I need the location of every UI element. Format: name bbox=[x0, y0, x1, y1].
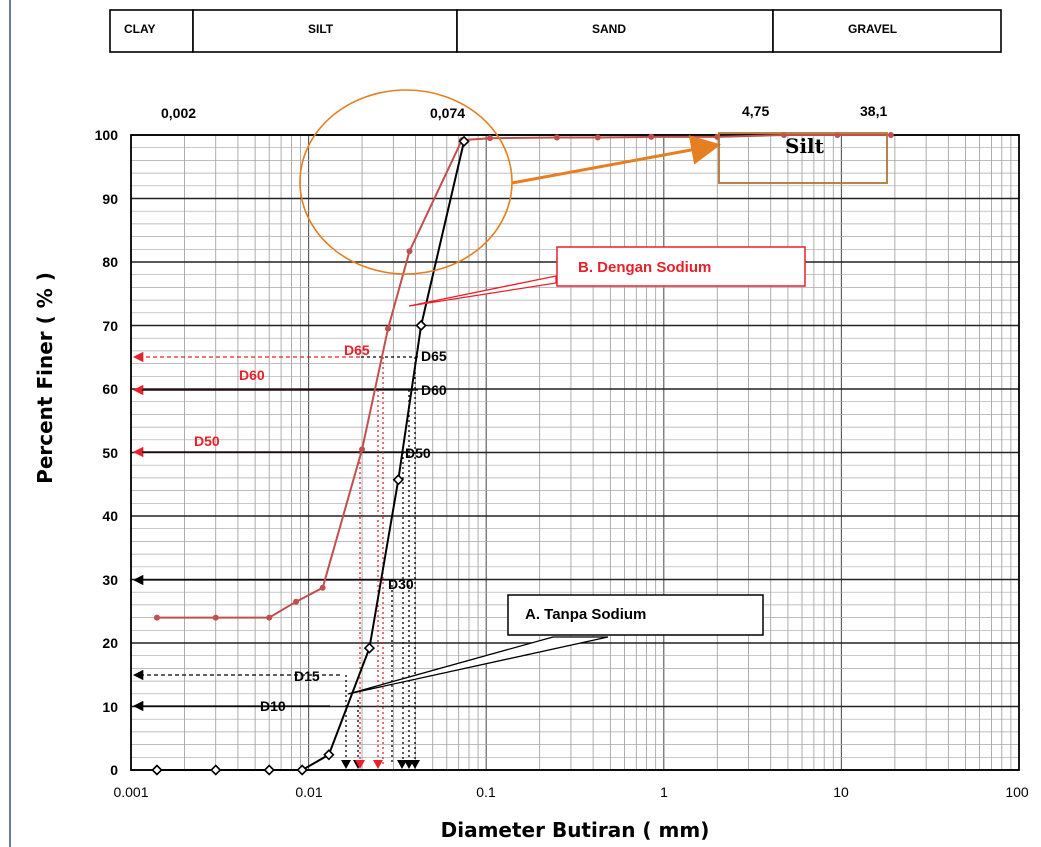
y-axis-title: Percent Finer ( % ) bbox=[33, 272, 57, 484]
x-tick-001: 0.01 bbox=[295, 784, 322, 800]
band-label-clay: CLAY bbox=[124, 22, 156, 36]
plot-frame bbox=[130, 134, 1020, 771]
marker-d65-black bbox=[410, 760, 420, 769]
y-tick-80: 80 bbox=[102, 254, 118, 270]
data-point-with-sodium bbox=[406, 248, 413, 255]
data-point-without-sodium bbox=[151, 764, 163, 776]
band-label-silt: SILT bbox=[308, 22, 334, 36]
x-tick-1: 1 bbox=[660, 784, 668, 800]
data-point-with-sodium bbox=[594, 134, 601, 141]
highlight-arrow bbox=[511, 135, 721, 185]
marker-d30-black bbox=[397, 760, 407, 769]
sieve-label-0074: 0,074 bbox=[430, 105, 465, 121]
y-tick-70: 70 bbox=[102, 318, 118, 334]
soil-band-header: CLAY SILT SAND GRAVEL bbox=[109, 9, 1002, 53]
data-point-without-sodium bbox=[415, 319, 427, 332]
x-tick-0001: 0.001 bbox=[113, 784, 148, 800]
y-tick-20: 20 bbox=[102, 635, 118, 651]
y-tick-10: 10 bbox=[102, 699, 118, 715]
sieve-label-0002: 0,002 bbox=[161, 105, 196, 121]
band-box-sand bbox=[456, 9, 774, 53]
label-red-d60: D60 bbox=[239, 367, 265, 383]
data-point-without-sodium bbox=[392, 474, 404, 486]
data-point-with-sodium bbox=[385, 325, 392, 332]
callout-with-sodium-box bbox=[556, 246, 806, 287]
x-tick-100: 100 bbox=[1005, 784, 1029, 800]
x-tick-10: 10 bbox=[833, 784, 849, 800]
data-point-without-sodium bbox=[296, 764, 308, 776]
band-label-sand: SAND bbox=[592, 22, 626, 36]
d-value-guides bbox=[132, 351, 420, 769]
data-point-without-sodium bbox=[263, 764, 275, 776]
data-point-with-sodium bbox=[553, 134, 560, 141]
band-box-silt bbox=[192, 9, 458, 53]
callout-with-sodium-pointer bbox=[408, 275, 557, 307]
sieve-labels: 0,002 0,074 4,75 38,1 bbox=[161, 103, 887, 121]
data-point-with-sodium bbox=[359, 446, 366, 453]
data-point-with-sodium bbox=[648, 133, 655, 140]
y-tick-60: 60 bbox=[102, 381, 118, 397]
marker-d50-red bbox=[355, 760, 365, 769]
sieve-label-475: 4,75 bbox=[742, 103, 769, 119]
label-black-d65: D65 bbox=[421, 348, 447, 364]
data-point-with-sodium bbox=[293, 598, 300, 605]
sieve-label-381: 38,1 bbox=[860, 103, 887, 119]
label-red-d65: D65 bbox=[344, 342, 370, 358]
band-box-gravel bbox=[772, 9, 1002, 53]
data-point-with-sodium bbox=[266, 614, 273, 621]
label-black-d60: D60 bbox=[421, 382, 447, 398]
band-label-gravel: GRAVEL bbox=[848, 22, 897, 36]
y-tick-labels: 0 10 20 30 40 50 60 70 80 90 100 bbox=[95, 127, 119, 778]
data-point-with-sodium bbox=[212, 614, 219, 621]
y-tick-100: 100 bbox=[95, 127, 119, 143]
silt-highlight: Silt bbox=[299, 89, 888, 275]
callout-without-sodium-box bbox=[507, 594, 764, 636]
y-tick-50: 50 bbox=[102, 445, 118, 461]
callout-with-sodium-label: B. Dengan Sodium bbox=[578, 259, 711, 276]
callout-without-sodium-pointer bbox=[347, 636, 609, 695]
highlight-ellipse bbox=[299, 89, 513, 275]
data-point-without-sodium bbox=[363, 642, 376, 654]
label-black-d15: D15 bbox=[294, 668, 320, 684]
data-point-with-sodium bbox=[319, 584, 326, 591]
y-tick-30: 30 bbox=[102, 572, 118, 588]
y-tick-40: 40 bbox=[102, 508, 118, 524]
data-point-without-sodium bbox=[210, 764, 222, 776]
x-tick-01: 0.1 bbox=[476, 784, 496, 800]
x-tick-labels: 0.001 0.01 0.1 1 10 100 bbox=[113, 784, 1028, 800]
data-point-with-sodium bbox=[887, 132, 894, 138]
series-layer bbox=[151, 132, 894, 776]
marker-d60-red bbox=[373, 760, 383, 769]
y-tick-90: 90 bbox=[102, 191, 118, 207]
label-black-d30: D30 bbox=[388, 576, 414, 592]
marker-d10-black bbox=[341, 760, 351, 769]
silt-box-label: Silt bbox=[785, 134, 825, 158]
label-black-d10: D10 bbox=[260, 698, 286, 714]
x-axis-title: Diameter Butiran ( mm) bbox=[441, 818, 710, 842]
data-point-without-sodium bbox=[458, 135, 470, 147]
callout-without-sodium: A. Tanpa Sodium bbox=[347, 594, 764, 695]
data-point-with-sodium bbox=[153, 614, 160, 621]
y-tick-0: 0 bbox=[110, 762, 118, 778]
data-point-with-sodium bbox=[486, 135, 493, 142]
callout-without-sodium-label: A. Tanpa Sodium bbox=[525, 606, 646, 623]
silt-box bbox=[718, 132, 888, 184]
callout-with-sodium: B. Dengan Sodium bbox=[408, 246, 806, 307]
label-red-d50: D50 bbox=[194, 433, 220, 449]
data-point-without-sodium bbox=[323, 749, 335, 761]
d-labels: D65 D60 D50 D65 D60 D50 D30 D15 D10 bbox=[194, 342, 447, 714]
label-black-d50: D50 bbox=[405, 445, 431, 461]
